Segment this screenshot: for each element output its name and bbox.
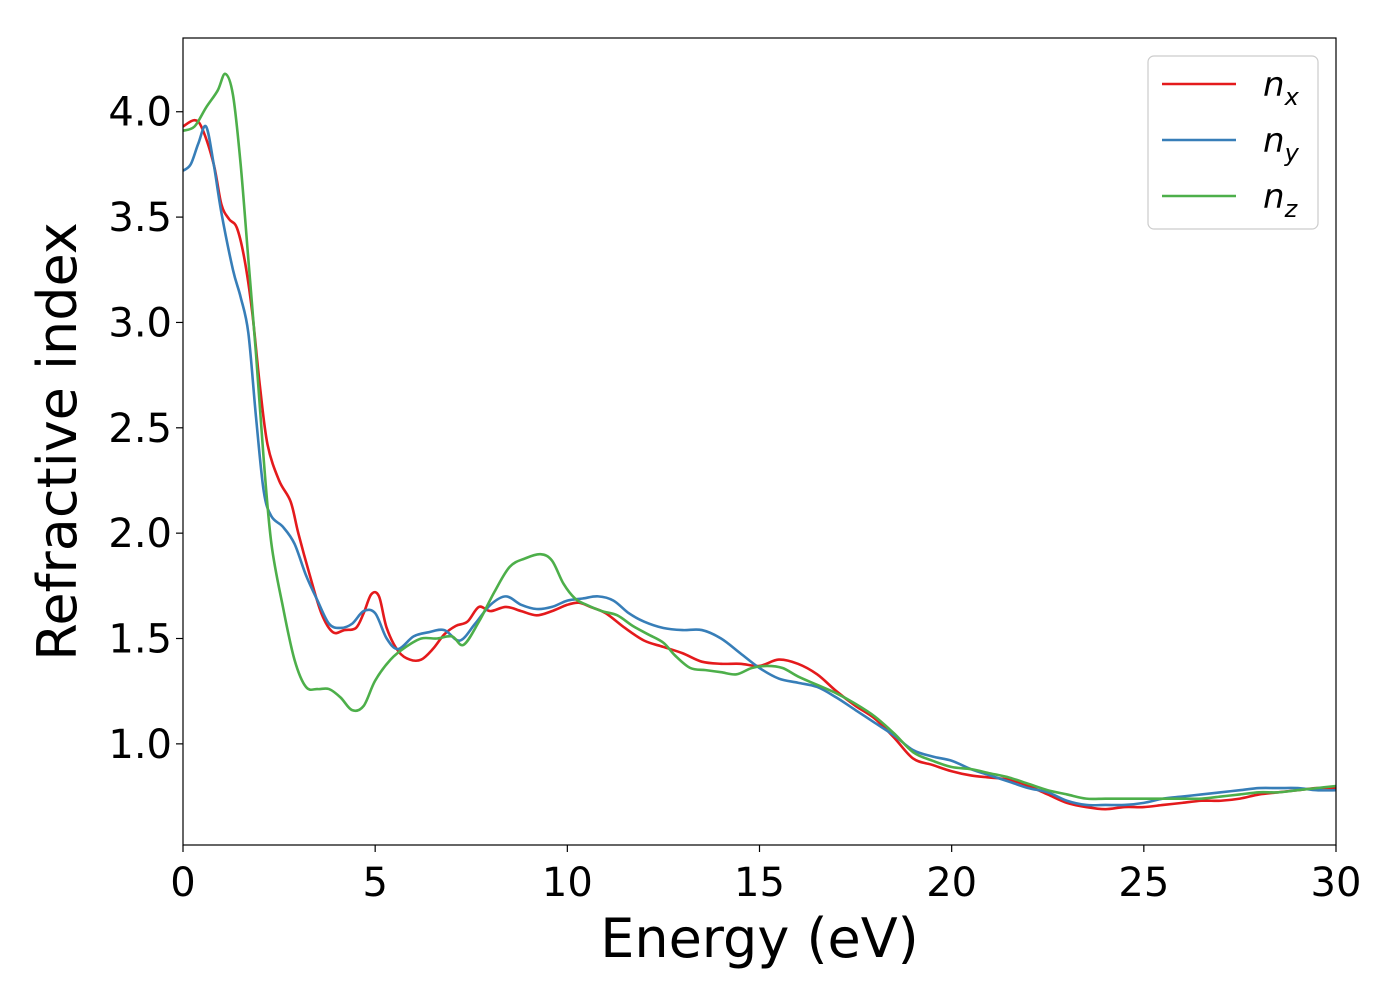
legend-frame — [1147, 55, 1319, 230]
x-tick-label: 0 — [170, 860, 195, 906]
y-axis-ticks: 1.0 1.5 2.0 2.5 3.0 3.5 4.0 — [108, 90, 183, 768]
legend: nx ny nz — [1147, 55, 1319, 230]
series-line-ny — [183, 124, 1336, 807]
series-line-nz — [183, 72, 1336, 801]
x-tick-label: 30 — [1311, 860, 1362, 906]
x-tick-label: 20 — [926, 860, 977, 906]
x-tick-label: 10 — [542, 860, 593, 906]
x-axis-ticks: 0 5 10 15 20 25 30 — [170, 845, 1361, 906]
y-tick-label: 1.0 — [108, 722, 172, 768]
y-tick-label: 1.5 — [108, 617, 172, 663]
series-layer — [183, 72, 1336, 811]
x-axis-label: Energy (eV) — [600, 907, 919, 970]
legend-label-ny: ny — [1263, 121, 1300, 167]
x-tick-label: 25 — [1118, 860, 1169, 906]
y-tick-label: 2.5 — [108, 406, 172, 452]
y-tick-label: 4.0 — [108, 90, 172, 136]
x-tick-label: 15 — [734, 860, 785, 906]
y-axis-label: Refractive index — [26, 222, 89, 661]
legend-label-nx: nx — [1263, 65, 1300, 111]
x-tick-label: 5 — [362, 860, 387, 906]
y-tick-label: 3.0 — [108, 300, 172, 346]
legend-label-nz: nz — [1263, 177, 1299, 223]
y-tick-label: 3.5 — [108, 195, 172, 241]
y-tick-label: 2.0 — [108, 511, 172, 557]
